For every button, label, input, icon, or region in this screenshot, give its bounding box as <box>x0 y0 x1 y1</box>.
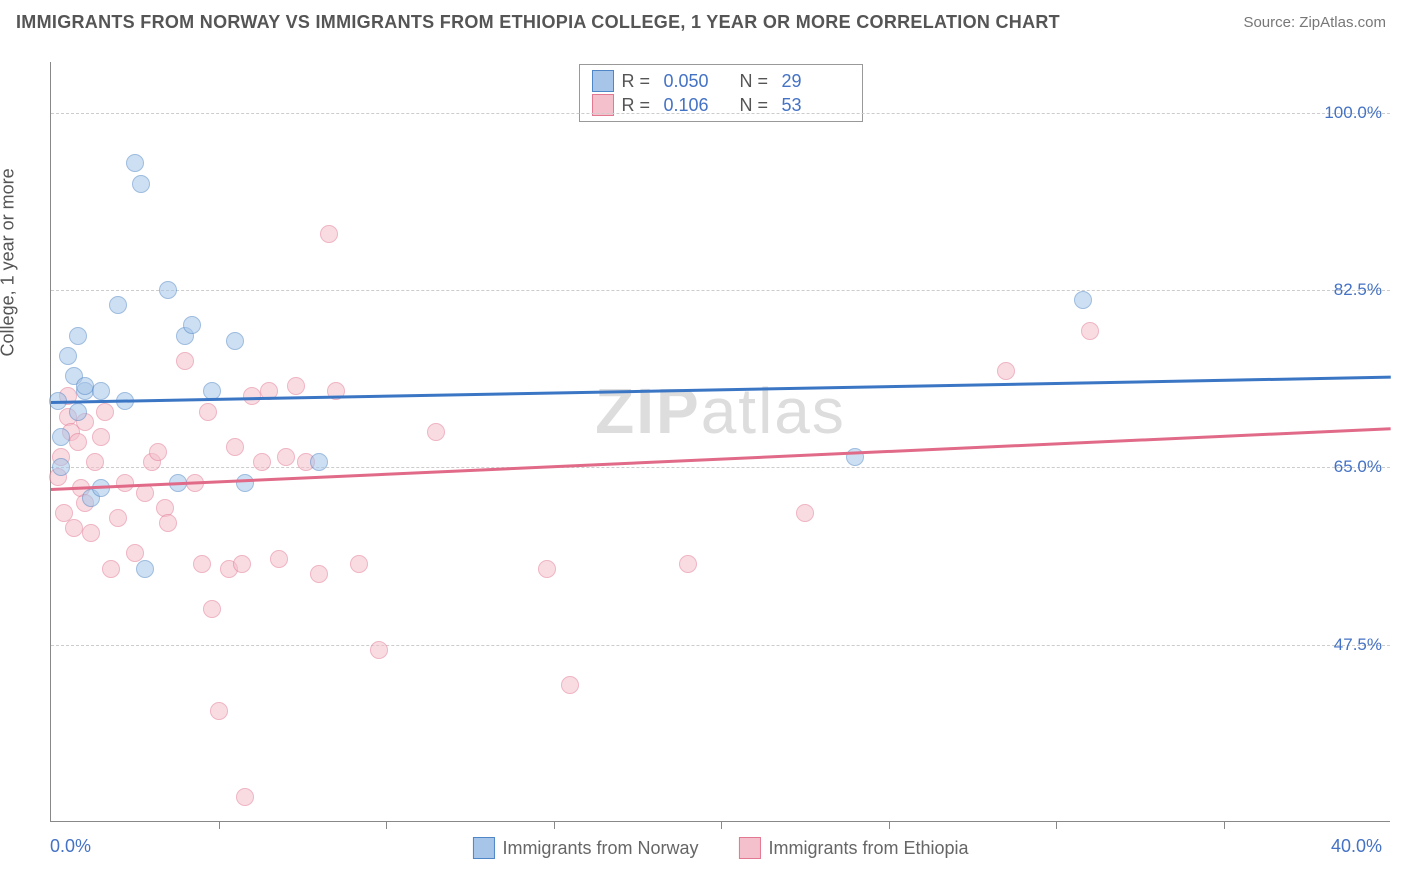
point-ethiopia <box>1081 322 1099 340</box>
point-ethiopia <box>116 474 134 492</box>
point-ethiopia <box>236 788 254 806</box>
point-ethiopia <box>427 423 445 441</box>
x-tick <box>1224 821 1225 829</box>
point-norway <box>69 403 87 421</box>
point-norway <box>109 296 127 314</box>
point-norway <box>52 458 70 476</box>
point-norway <box>92 382 110 400</box>
y-tick-label: 82.5% <box>1334 280 1382 300</box>
point-ethiopia <box>109 509 127 527</box>
point-ethiopia <box>370 641 388 659</box>
legend-row-norway: R = 0.050 N = 29 <box>592 69 850 93</box>
point-ethiopia <box>210 702 228 720</box>
point-norway <box>159 281 177 299</box>
point-ethiopia <box>796 504 814 522</box>
x-tick <box>1056 821 1057 829</box>
x-axis-labels: 0.0% 40.0% <box>50 836 1390 866</box>
point-norway <box>136 560 154 578</box>
point-norway <box>132 175 150 193</box>
x-min-label: 0.0% <box>50 836 91 857</box>
point-ethiopia <box>233 555 251 573</box>
x-tick <box>721 821 722 829</box>
scatter-plot-area: ZIPatlas R = 0.050 N = 29 R = 0.106 N = … <box>50 62 1390 822</box>
point-ethiopia <box>253 453 271 471</box>
point-norway <box>69 327 87 345</box>
point-ethiopia <box>199 403 217 421</box>
point-ethiopia <box>997 362 1015 380</box>
point-ethiopia <box>86 453 104 471</box>
point-ethiopia <box>277 448 295 466</box>
point-norway <box>183 316 201 334</box>
point-ethiopia <box>159 514 177 532</box>
point-norway <box>52 428 70 446</box>
x-tick <box>554 821 555 829</box>
point-ethiopia <box>226 438 244 456</box>
point-ethiopia <box>287 377 305 395</box>
point-norway <box>76 377 94 395</box>
gridline <box>51 467 1390 468</box>
trendline-ethiopia <box>51 427 1391 490</box>
x-tick <box>219 821 220 829</box>
point-ethiopia <box>350 555 368 573</box>
point-norway <box>1074 291 1092 309</box>
x-max-label: 40.0% <box>1331 836 1382 857</box>
gridline <box>51 290 1390 291</box>
gridline <box>51 645 1390 646</box>
point-ethiopia <box>65 519 83 537</box>
point-ethiopia <box>69 433 87 451</box>
point-ethiopia <box>538 560 556 578</box>
y-axis-title: College, 1 year or more <box>0 168 19 356</box>
point-ethiopia <box>96 403 114 421</box>
y-tick-label: 100.0% <box>1324 103 1382 123</box>
watermark: ZIPatlas <box>595 374 846 448</box>
point-norway <box>226 332 244 350</box>
gridline <box>51 113 1390 114</box>
point-ethiopia <box>176 352 194 370</box>
point-ethiopia <box>149 443 167 461</box>
point-norway <box>126 154 144 172</box>
chart-title: IMMIGRANTS FROM NORWAY VS IMMIGRANTS FRO… <box>16 12 1060 33</box>
point-ethiopia <box>92 428 110 446</box>
point-ethiopia <box>102 560 120 578</box>
point-ethiopia <box>82 524 100 542</box>
source-attribution: Source: ZipAtlas.com <box>1243 14 1386 31</box>
y-tick-label: 65.0% <box>1334 457 1382 477</box>
point-ethiopia <box>270 550 288 568</box>
point-norway <box>59 347 77 365</box>
point-norway <box>310 453 328 471</box>
point-ethiopia <box>310 565 328 583</box>
point-ethiopia <box>203 600 221 618</box>
point-ethiopia <box>679 555 697 573</box>
legend-swatch-norway <box>592 70 614 92</box>
x-tick <box>386 821 387 829</box>
point-ethiopia <box>561 676 579 694</box>
point-ethiopia <box>193 555 211 573</box>
point-norway <box>236 474 254 492</box>
x-tick <box>889 821 890 829</box>
y-tick-label: 47.5% <box>1334 635 1382 655</box>
point-ethiopia <box>320 225 338 243</box>
